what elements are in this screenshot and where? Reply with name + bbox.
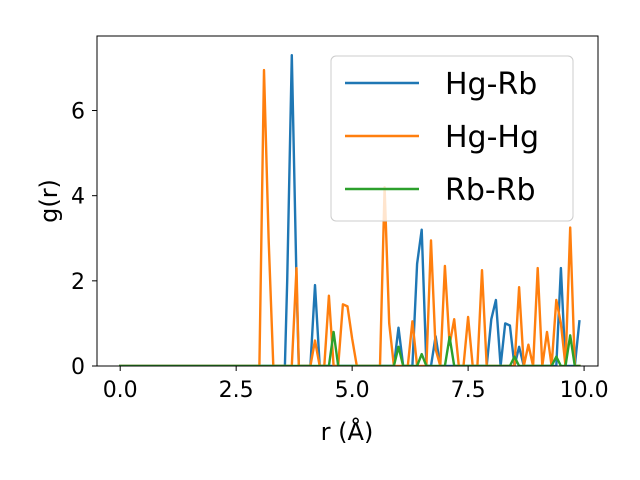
x-tick-label: 7.5 [451, 378, 486, 403]
series-line-hg-hg [118, 68, 581, 366]
plot-frame [96, 35, 599, 367]
y-axis: 0 2 4 6 [71, 100, 97, 380]
y-tick-label: 2 [71, 270, 85, 295]
y-axis-label: g(r) [35, 179, 63, 223]
legend-label: Rb-Rb [445, 173, 536, 208]
y-tick-label: 6 [71, 100, 85, 125]
legend: Hg-Rb Hg-Hg Rb-Rb [330, 55, 574, 222]
legend-label: Hg-Hg [445, 120, 539, 155]
y-tick-label: 4 [71, 185, 85, 210]
legend-box [330, 55, 574, 222]
x-tick-label: 0.0 [103, 378, 138, 403]
series-line-rb-rb [118, 330, 581, 366]
x-tick-label: 5.0 [335, 378, 370, 403]
series-layer [118, 54, 581, 366]
y-tick-label: 0 [71, 355, 85, 380]
x-tick-label: 10.0 [560, 378, 609, 403]
legend-label: Hg-Rb [445, 67, 537, 102]
x-axis: 0.0 2.5 5.0 7.5 10.0 [103, 366, 609, 403]
x-tick-label: 2.5 [219, 378, 254, 403]
x-axis-label: r (Å) [321, 417, 374, 446]
